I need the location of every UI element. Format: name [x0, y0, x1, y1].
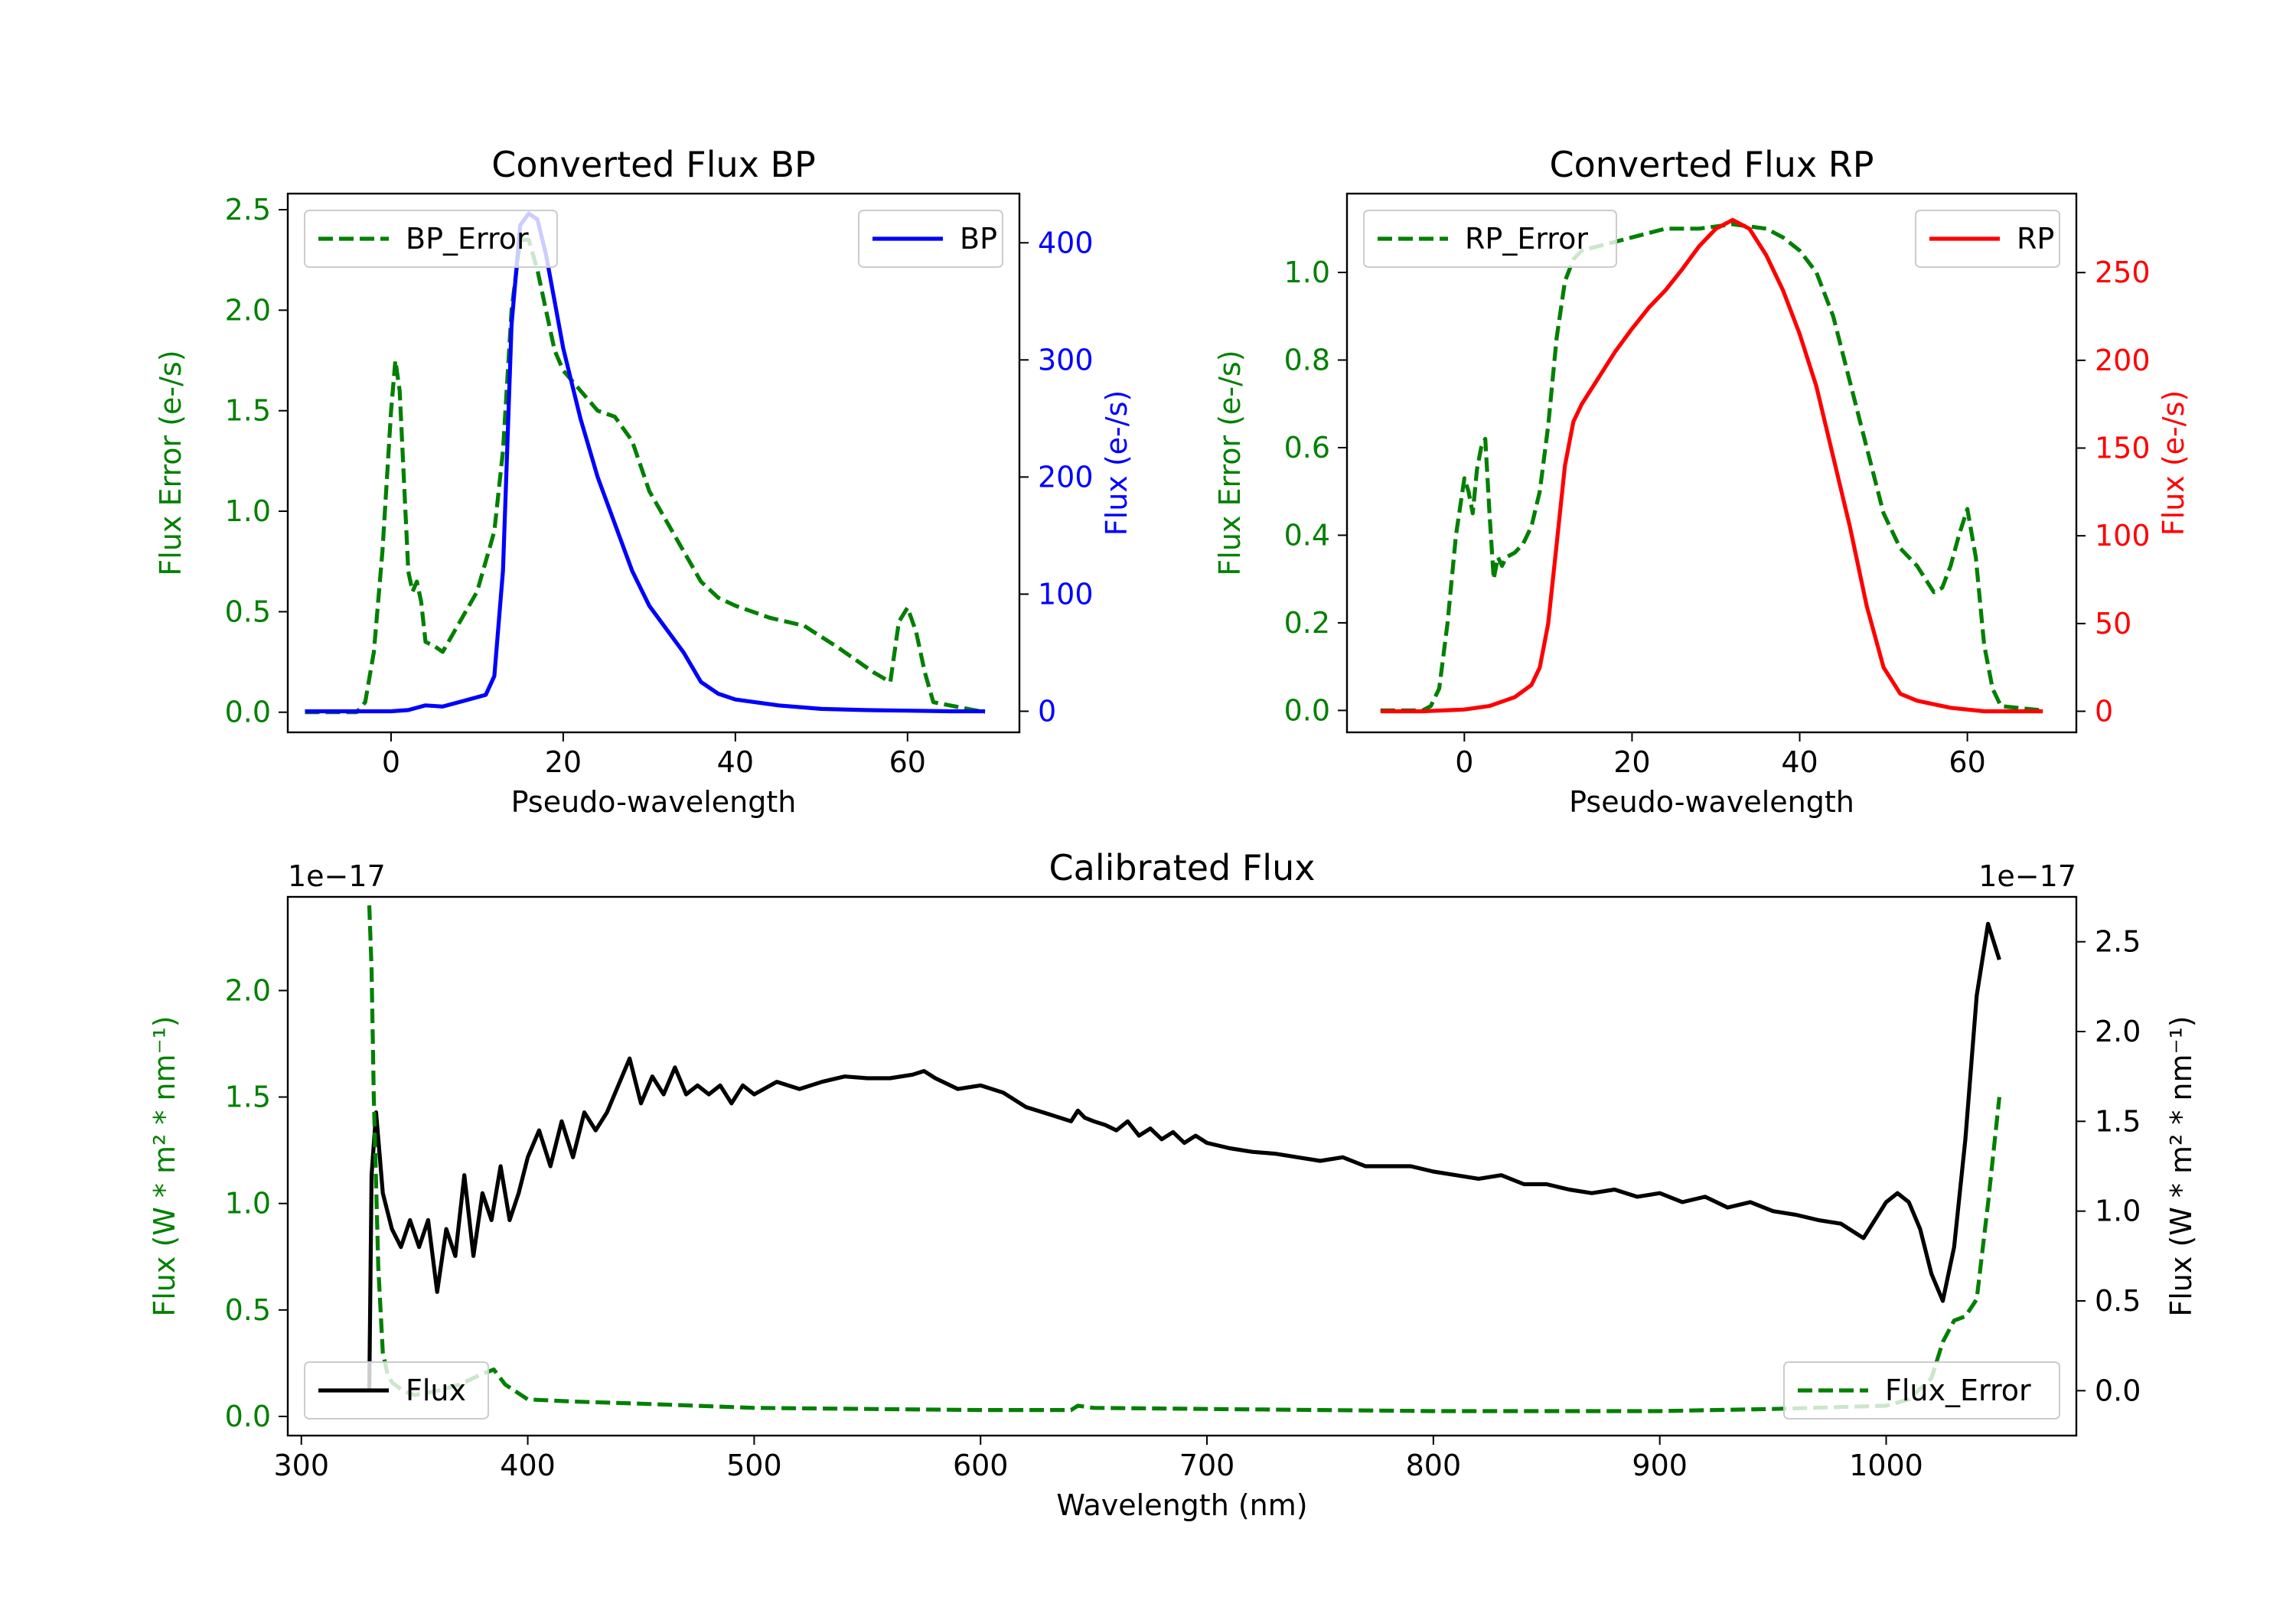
right-y-axis-label: Flux (W * m² * nm⁻¹): [2164, 1015, 2198, 1316]
series-line-bp: [305, 211, 985, 714]
legend-box: [1363, 210, 1617, 268]
right-y-tick-label: 150: [2095, 432, 2151, 465]
left-y-tick-label: 1.0: [225, 1187, 271, 1221]
right-y-tick-label: 250: [2095, 256, 2151, 289]
right-y-tick-label: 0: [2095, 694, 2113, 728]
x-tick-label: 20: [545, 745, 582, 779]
x-axis-label: Wavelength (nm): [1056, 1488, 1307, 1522]
left-y-tick-label: 0.0: [225, 696, 271, 729]
left-y-tick-label: 1.5: [225, 394, 271, 428]
left-axis-offset-text: 1e−17: [288, 859, 386, 893]
chart-title: Converted Flux BP: [491, 144, 816, 185]
legend-label: BP_Error: [406, 222, 529, 256]
series-line-flux: [367, 921, 2001, 1391]
x-axis-label: Pseudo-wavelength: [1569, 785, 1854, 819]
chart-title: Calibrated Flux: [1049, 847, 1316, 888]
legend-bp-error: BP_Error: [304, 210, 558, 268]
x-tick-label: 700: [1179, 1449, 1235, 1482]
left-y-tick-label: 2.5: [225, 193, 271, 227]
legend-label: BP: [960, 222, 997, 256]
x-tick-label: 500: [726, 1449, 782, 1482]
right-y-tick-label: 1.0: [2095, 1195, 2141, 1228]
left-y-tick-label: 1.0: [225, 494, 271, 528]
right-y-tick-label: 300: [1038, 343, 1094, 376]
left-y-axis-label: Flux Error (e-/s): [1213, 350, 1247, 575]
right-y-tick-label: 100: [2095, 519, 2151, 553]
left-y-tick-label: 0.5: [225, 595, 271, 628]
x-tick-label: 400: [500, 1449, 556, 1482]
series-line-bp-error: [305, 237, 986, 715]
x-tick-label: 20: [1613, 745, 1650, 779]
right-y-tick-label: 0.0: [2095, 1374, 2141, 1407]
x-tick-label: 300: [273, 1449, 329, 1482]
plot-frame: [286, 895, 2078, 1437]
left-y-tick-label: 1.5: [225, 1081, 271, 1114]
legend-flux-error: Flux_Error: [1783, 1361, 2060, 1420]
right-y-tick-label: 50: [2095, 607, 2131, 641]
right-y-tick-label: 1.5: [2095, 1104, 2141, 1138]
legend-label: Flux: [406, 1374, 466, 1407]
legend-box: [304, 210, 558, 268]
left-y-tick-label: 0.5: [225, 1293, 271, 1327]
left-y-axis-label: Flux (W * m² * nm⁻¹): [148, 1015, 181, 1316]
x-tick-label: 40: [717, 745, 754, 779]
x-tick-label: 800: [1406, 1449, 1462, 1482]
legend-rp-error: RP_Error: [1363, 210, 1617, 268]
panel-converted-flux-bp: Converted Flux BP 0 20 40 60 Pseudo-wavelengt…: [154, 144, 1133, 819]
legend-label: RP: [2017, 222, 2054, 256]
panel-calibrated-flux: Calibrated Flux 300 400 500 600 700 800 900 1000…: [148, 847, 2198, 1522]
x-tick-label: 0: [382, 745, 400, 779]
x-tick-label: 0: [1455, 745, 1473, 779]
x-tick-label: 1000: [1849, 1449, 1923, 1482]
right-y-tick-label: 0: [1038, 694, 1056, 728]
right-y-tick-label: 2.5: [2095, 925, 2141, 959]
x-tick-label: 40: [1781, 745, 1818, 779]
left-y-tick-label: 0.0: [225, 1400, 271, 1433]
x-tick-label: 900: [1632, 1449, 1688, 1482]
right-y-axis-label: Flux (e-/s): [1100, 390, 1133, 536]
legend-label: RP_Error: [1465, 222, 1588, 256]
legend-bp: BP: [858, 210, 1003, 268]
x-tick-label: 600: [953, 1449, 1009, 1482]
right-y-axis-label: Flux (e-/s): [2157, 390, 2190, 536]
left-y-tick-label: 2.0: [225, 293, 271, 327]
x-tick-label: 60: [889, 745, 926, 779]
legend-box: [1783, 1361, 2060, 1420]
left-y-tick-label: 1.0: [1284, 256, 1330, 289]
legend-flux: Flux: [304, 1361, 489, 1420]
right-y-tick-label: 0.5: [2095, 1284, 2141, 1318]
right-y-tick-label: 200: [1038, 460, 1094, 494]
legend-box: [304, 1361, 489, 1420]
right-y-tick-label: 2.0: [2095, 1015, 2141, 1048]
legend-label: Flux_Error: [1885, 1374, 2031, 1407]
right-y-tick-label: 100: [1038, 577, 1094, 611]
left-y-tick-label: 2.0: [225, 973, 271, 1007]
left-y-axis-label: Flux Error (e-/s): [154, 350, 188, 575]
x-axis-label: Pseudo-wavelength: [511, 785, 797, 819]
left-y-tick-label: 0.8: [1284, 343, 1330, 376]
plot-frame: [286, 192, 1021, 734]
series-line-rp: [1380, 217, 2043, 714]
panel-converted-flux-rp: Converted Flux RP 0 20 40 60 Pseudo-wavelengt…: [1213, 144, 2190, 819]
left-y-tick-label: 0.0: [1284, 693, 1330, 727]
right-y-tick-label: 200: [2095, 344, 2151, 377]
left-y-tick-label: 0.4: [1284, 518, 1330, 552]
x-tick-label: 60: [1949, 745, 1985, 779]
left-y-tick-label: 0.6: [1284, 431, 1330, 464]
plot-frame: [1345, 192, 2078, 734]
series-group: [305, 211, 986, 715]
right-axis-offset-text: 1e−17: [1978, 859, 2076, 893]
left-y-tick-label: 0.2: [1284, 606, 1330, 640]
right-y-tick-label: 400: [1038, 226, 1094, 259]
legend-rp: RP: [1915, 210, 2060, 268]
chart-title: Converted Flux RP: [1550, 144, 1874, 185]
